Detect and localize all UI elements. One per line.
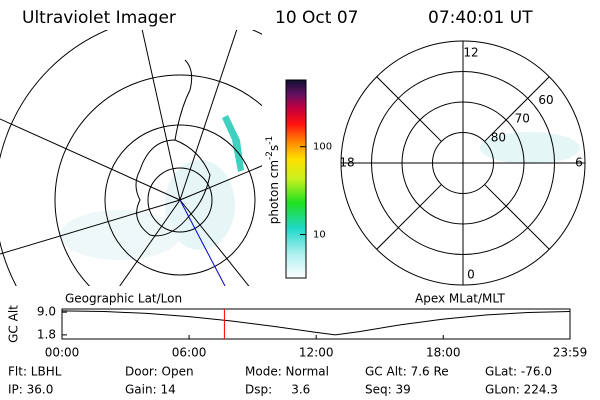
- colorbar-tick-label: 10: [313, 230, 326, 241]
- status-field: IP: 36.0: [8, 383, 53, 397]
- altitude-line: [61, 310, 571, 336]
- geographic-map: [0, 30, 262, 286]
- map-title: Geographic Lat/Lon: [65, 292, 182, 306]
- x-tick-label: 12:00: [299, 346, 334, 360]
- instrument: Ultraviolet Imager: [22, 8, 176, 28]
- polar-title: Apex MLat/MLT: [415, 292, 505, 306]
- meridian: [484, 184, 550, 250]
- status-field: GC Alt: 7.6 Re: [365, 365, 449, 379]
- mlt-label: 12: [463, 46, 478, 60]
- y-axis-label: GC Alt: [7, 305, 21, 343]
- colorbar-label: photon cm-2s-1: [265, 136, 281, 225]
- date: 10 Oct 07: [275, 8, 358, 28]
- status-field: Door: Open: [125, 365, 194, 379]
- time: 07:40:01 UT: [428, 8, 533, 28]
- status-field: GLat: -76.0: [485, 365, 552, 379]
- lat-label: 60: [538, 93, 553, 107]
- status-field: Flt: LBHL: [8, 365, 62, 379]
- x-tick-label: 18:00: [426, 346, 461, 360]
- mlt-label: 18: [339, 156, 354, 170]
- mlt-label: 0: [467, 268, 475, 282]
- colorbar-tick-label: 100: [313, 142, 332, 153]
- mlt-label: 6: [575, 156, 583, 170]
- lat-label: 80: [491, 131, 506, 145]
- lat-label: 70: [515, 112, 530, 126]
- aurora: [480, 132, 580, 164]
- status-field: GLon: 224.3: [485, 383, 558, 397]
- x-tick-label: 23:59: [553, 346, 588, 360]
- x-tick-label: 06:00: [172, 346, 207, 360]
- meridian: [484, 76, 550, 142]
- y-tick-label: 9.0: [37, 305, 56, 319]
- aurora: [165, 160, 235, 250]
- status-field: Mode: Normal: [245, 365, 329, 379]
- aurora: [222, 115, 244, 172]
- status-field: Dsp: 3.6: [245, 383, 310, 397]
- x-tick-label: 00:00: [45, 346, 80, 360]
- y-tick-label: 1.8: [37, 327, 56, 341]
- colorbar: [285, 79, 307, 279]
- status-field: Gain: 14: [125, 383, 176, 397]
- status-field: Seq: 39: [365, 383, 411, 397]
- aurora: [60, 210, 180, 260]
- meridian: [376, 184, 442, 250]
- meridian: [376, 76, 442, 142]
